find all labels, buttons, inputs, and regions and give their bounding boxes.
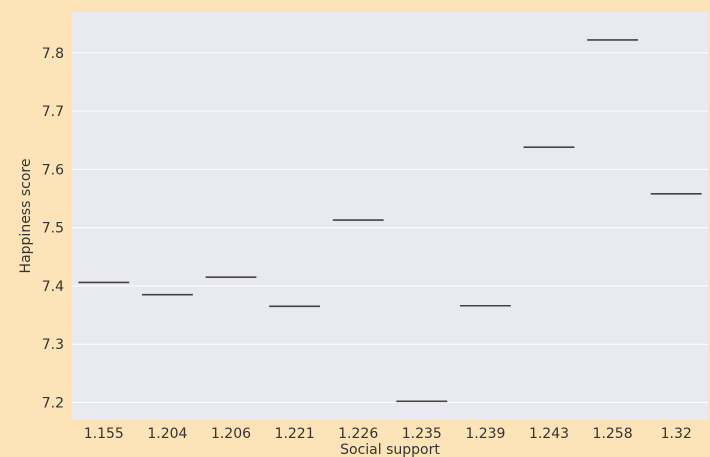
- x-tick-label: 1.243: [529, 426, 569, 442]
- y-tick-label: 7.4: [42, 279, 64, 295]
- y-tick-label: 7.3: [42, 337, 64, 353]
- y-tick-label: 7.8: [42, 46, 64, 62]
- y-tick-labels: 7.2 7.3 7.4 7.5 7.6 7.7 7.8: [42, 46, 64, 412]
- data-marks: [78, 39, 702, 403]
- y-tick-label: 7.6: [42, 162, 64, 178]
- x-tick-label: 1.258: [593, 426, 633, 442]
- x-tick-label: 1.226: [338, 426, 378, 442]
- x-axis-label: Social support: [340, 442, 440, 457]
- y-tick-label: 7.5: [42, 221, 64, 237]
- x-tick-label: 1.155: [84, 426, 124, 442]
- x-tick-label: 1.206: [211, 426, 251, 442]
- x-tick-label: 1.239: [465, 426, 505, 442]
- x-tick-label: 1.221: [275, 426, 315, 442]
- x-tick-label: 1.32: [661, 426, 692, 442]
- y-tick-label: 7.2: [42, 396, 64, 412]
- gridlines: [72, 52, 708, 404]
- x-tick-label: 1.235: [402, 426, 442, 442]
- y-axis-label: Happiness score: [18, 159, 34, 274]
- x-tick-label: 1.204: [147, 426, 187, 442]
- x-tick-labels: 1.155 1.204 1.206 1.221 1.226 1.235 1.239 1.243…: [84, 426, 692, 442]
- plot-area: [72, 12, 708, 420]
- y-tick-label: 7.7: [42, 104, 64, 120]
